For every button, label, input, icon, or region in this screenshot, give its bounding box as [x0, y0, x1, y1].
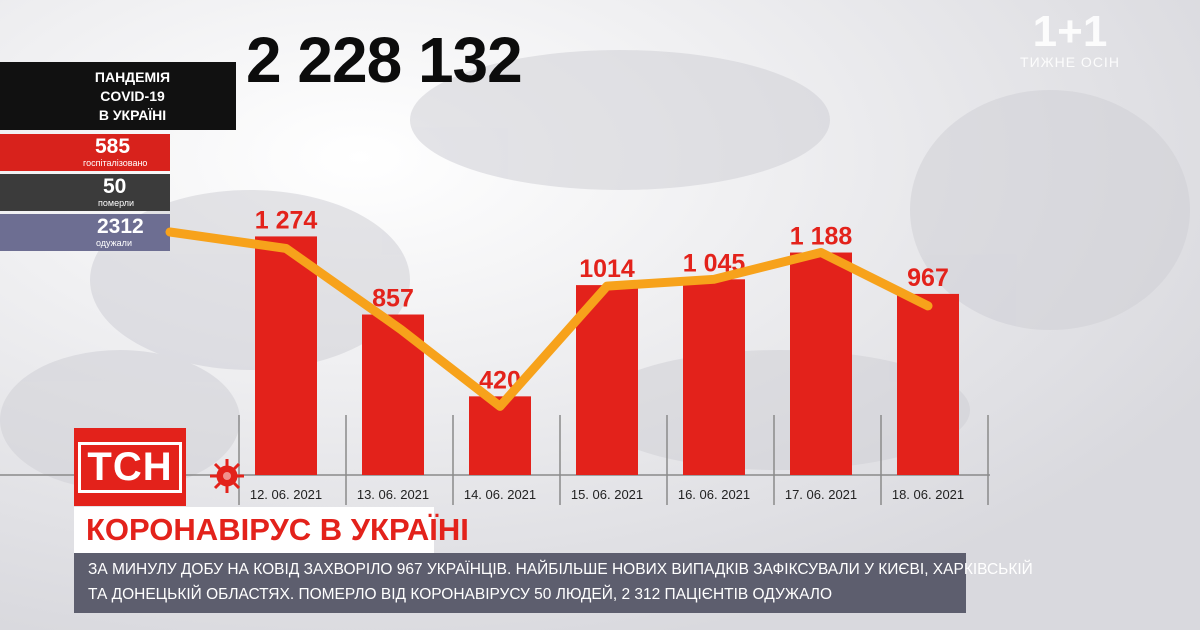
total-cases: 2 228 132 [246, 24, 523, 96]
panel-heading-line-3: В УКРАЇНІ [98, 107, 167, 123]
headline: КОРОНАВІРУС В УКРАЇНІ [86, 512, 469, 547]
recovered-stat: 2312 одужали [0, 214, 170, 251]
bar [897, 293, 959, 475]
x-tick-label: 13. 06. 2021 [357, 487, 429, 502]
died-label: померли [98, 198, 135, 208]
bar-value-label: 1 274 [255, 206, 318, 234]
hospitalized-value: 585 [95, 135, 131, 158]
bar-value-label: 1014 [579, 255, 635, 283]
headline-bar: КОРОНАВІРУС В УКРАЇНІ [74, 507, 469, 553]
panel-heading: ПАНДЕМІЯ COVID-19 В УКРАЇНІ [0, 62, 236, 130]
panel-heading-line-1: ПАНДЕМІЯ [94, 69, 171, 85]
channel-logo: 1+1 ТИЖНЕ ОСІН [1010, 7, 1130, 71]
x-tick-label: 15. 06. 2021 [571, 487, 643, 502]
channel-logo-mark: 1+1 [1032, 7, 1108, 56]
channel-logo-caption: ТИЖНЕ ОСІН [1020, 54, 1120, 70]
hospitalized-stat: 585 госпіталізовано [0, 134, 170, 171]
x-tick-label: 17. 06. 2021 [785, 487, 857, 502]
caption-line-2: ТА ДОНЕЦЬКІЙ ОБЛАСТЯХ. ПОМЕРЛО ВІД КОРОН… [88, 586, 833, 603]
bar-value-label: 967 [907, 264, 949, 292]
x-tick-label: 12. 06. 2021 [250, 487, 322, 502]
trend-line [165, 227, 933, 411]
x-tick-label: 16. 06. 2021 [678, 487, 750, 502]
panel-heading-line-2: COVID-19 [100, 88, 165, 104]
died-stat: 50 померли [0, 174, 170, 211]
recovered-value: 2312 [97, 215, 144, 238]
tsn-logo-text: ТСН [87, 444, 173, 489]
hospitalized-label: госпіталізовано [83, 158, 148, 168]
bar [255, 236, 317, 475]
caption-line-1: ЗА МИНУЛУ ДОБУ НА КОВІД ЗАХВОРІЛО 967 УК… [88, 561, 1033, 578]
died-value: 50 [103, 175, 127, 198]
virus-icon [210, 459, 244, 493]
recovered-label: одужали [96, 238, 132, 248]
bar [683, 279, 745, 475]
x-tick-label: 18. 06. 2021 [892, 487, 964, 502]
bar [790, 252, 852, 475]
bar [576, 285, 638, 475]
x-tick-label: 14. 06. 2021 [464, 487, 536, 502]
bar-value-label: 1 188 [790, 223, 853, 251]
bar-value-label: 857 [372, 285, 414, 313]
tsn-logo: ТСН [74, 428, 186, 506]
caption-box: ЗА МИНУЛУ ДОБУ НА КОВІД ЗАХВОРІЛО 967 УК… [74, 553, 1033, 613]
